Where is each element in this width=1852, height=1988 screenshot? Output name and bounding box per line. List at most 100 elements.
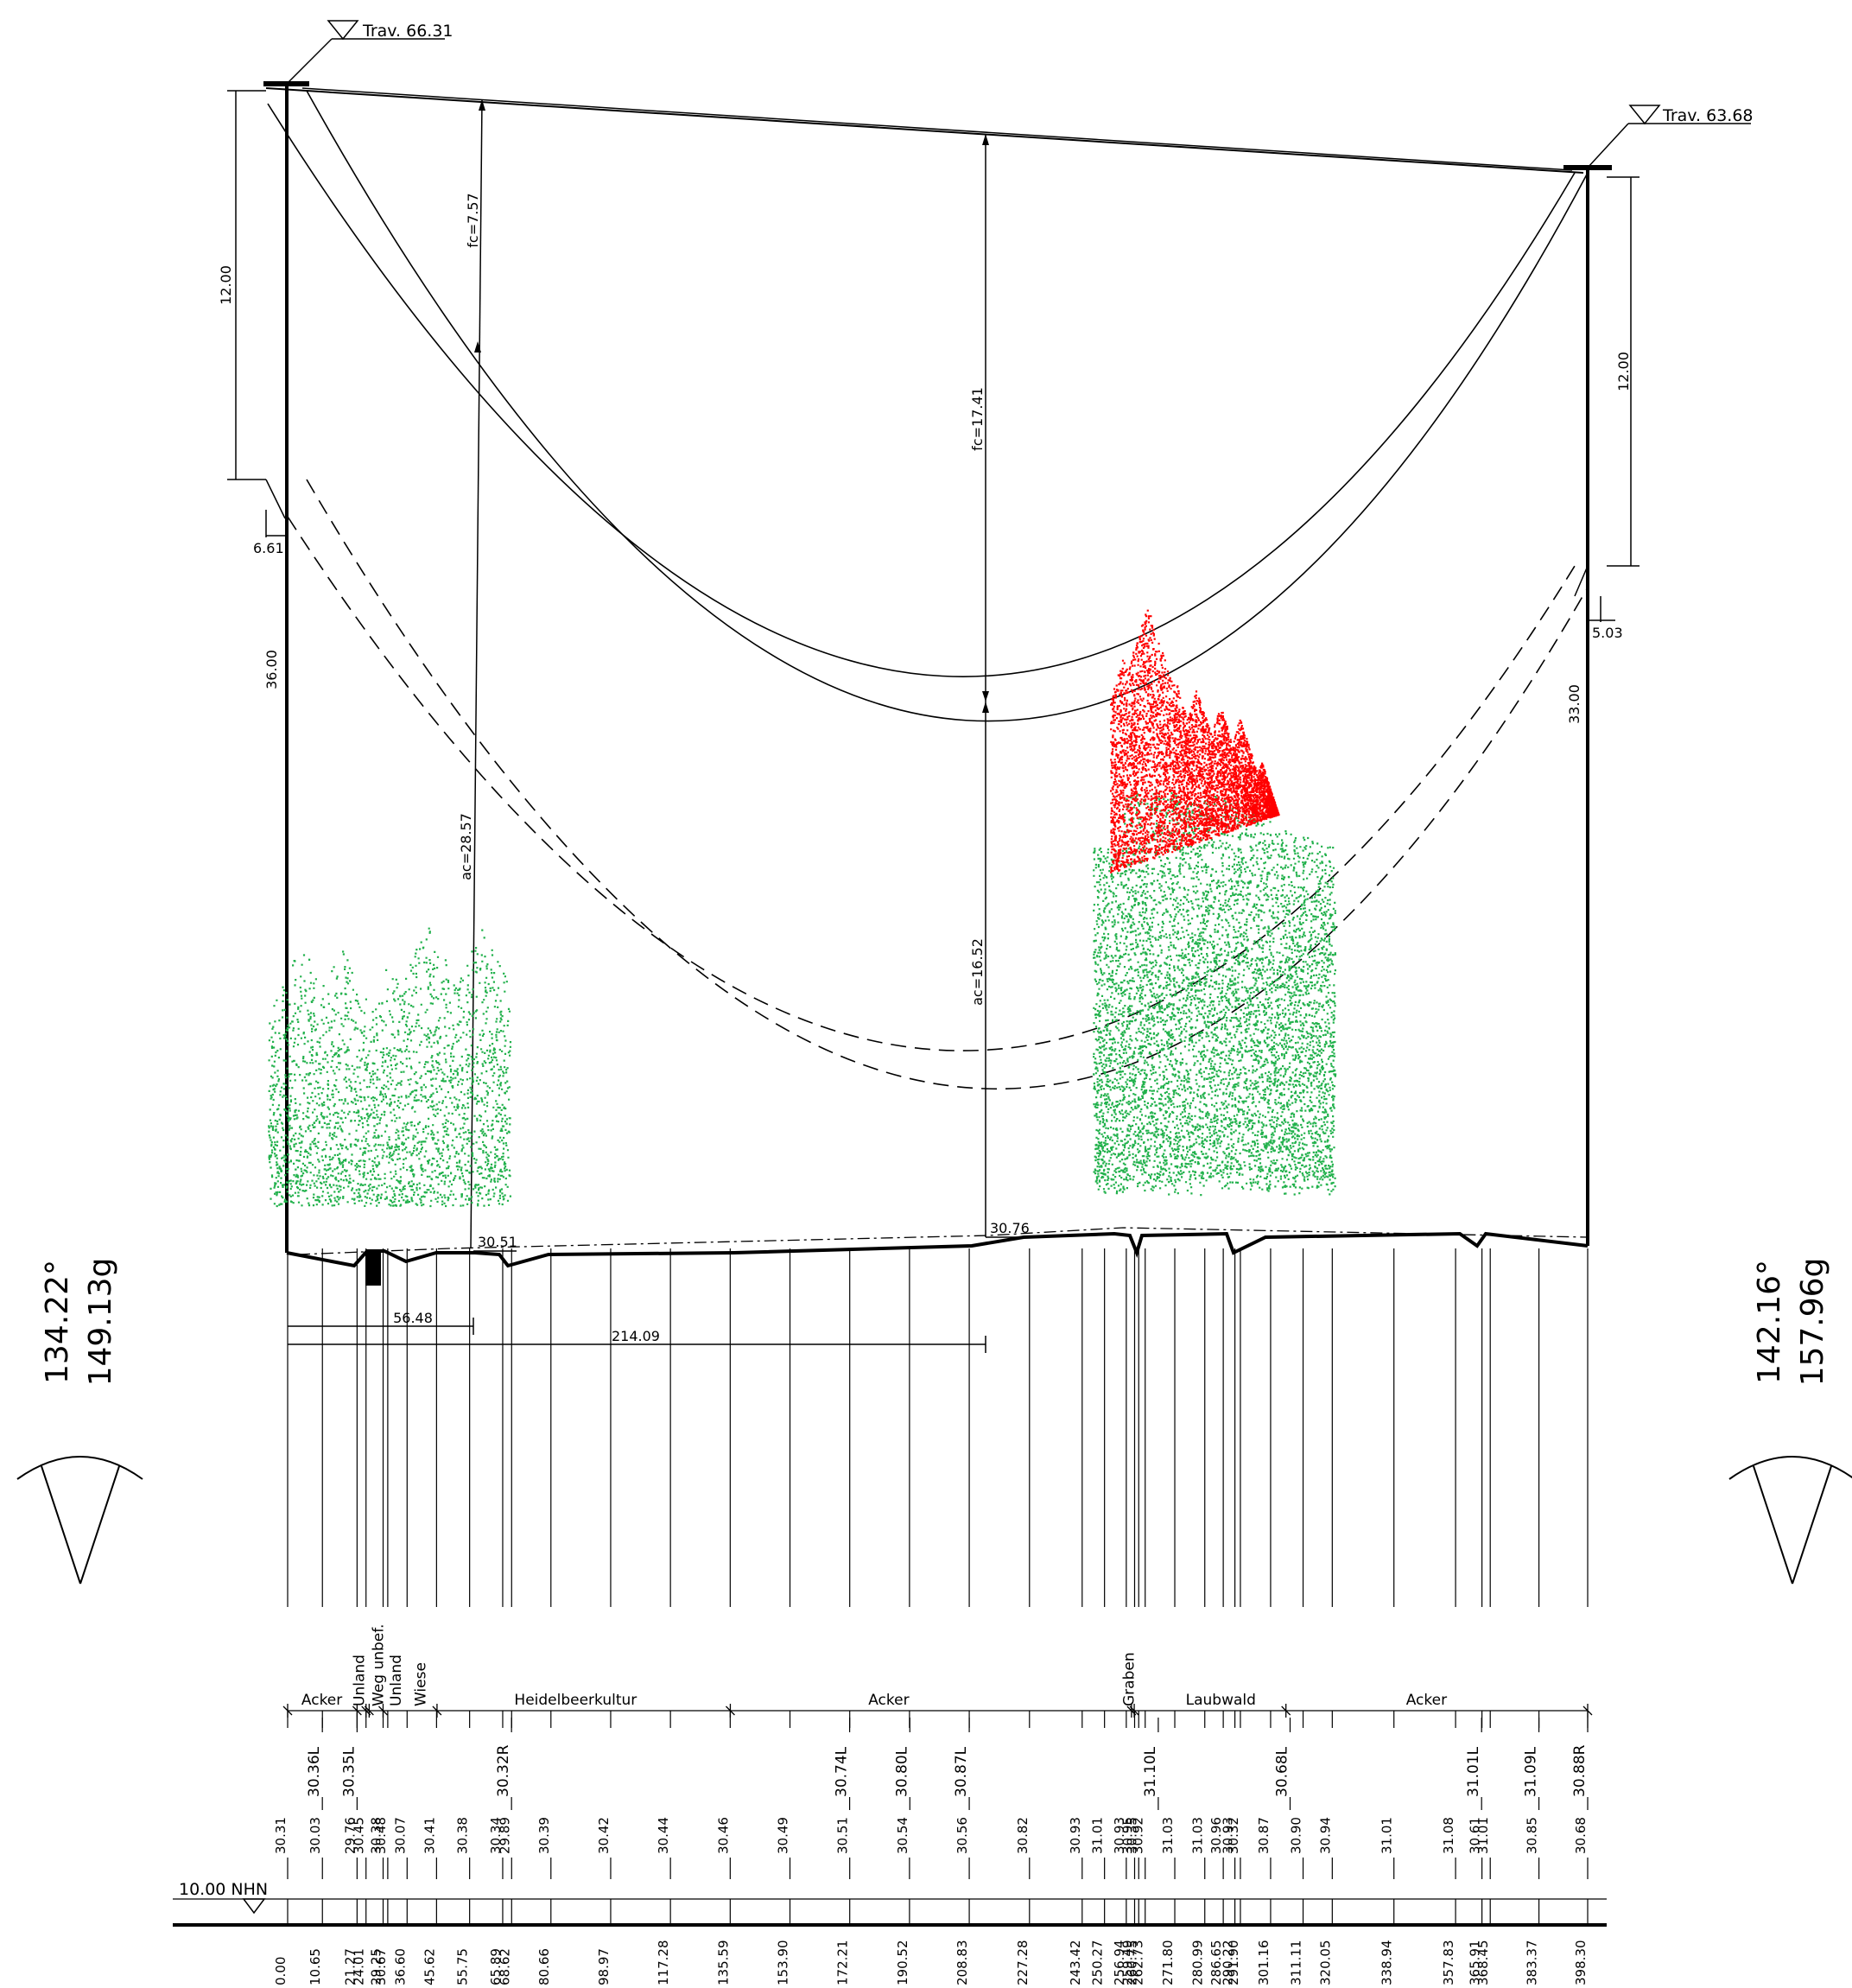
landuse-boundary-tick (725, 1704, 735, 1718)
station-distance: 357.83 (1441, 1940, 1456, 1986)
chord-line-upper (301, 87, 1573, 171)
station-distance: 0.00 (273, 1957, 289, 1985)
left-tower-label: Trav. 66.31 (362, 22, 453, 41)
dimension-arrows-icon (474, 99, 989, 713)
station-distance: 311.11 (1289, 1940, 1304, 1986)
dim-left-height: 36.00 (263, 650, 280, 689)
station-elevation: 30.44 (656, 1817, 671, 1854)
conductor-curve-upper (267, 103, 1576, 677)
station-distance: 65.89 (488, 1948, 504, 1985)
station-elevation: 31.01 (1379, 1817, 1395, 1854)
station-elevation: 30.34 (488, 1817, 504, 1854)
station-distance: 36.60 (392, 1948, 408, 1985)
crossing-angle-icon (1728, 1456, 1852, 1585)
crossing-label: 31.10L (1142, 1746, 1159, 1797)
crossing-band: 30.36L 30.35L 30.32R 30.74L 30.80L 30.87L 31.1… (306, 1718, 1589, 1810)
crossing-label: 30.87L (953, 1746, 970, 1797)
crossing-label: 30.68L (1274, 1746, 1291, 1797)
station-distance: 259.49 (1119, 1940, 1135, 1986)
vegetation-cloud-left (268, 927, 512, 1208)
station-elevation: 30.46 (715, 1817, 731, 1854)
station-distance: 21.27 (342, 1948, 358, 1985)
dim-dist-a: 56.48 (393, 1310, 433, 1326)
station-elevation: 30.49 (776, 1817, 791, 1854)
landuse-label: Acker (301, 1692, 342, 1709)
landuse-boundary-tick (432, 1704, 442, 1718)
crossing-label: 30.32R (495, 1744, 512, 1797)
station-elevation: 30.32 (1226, 1817, 1241, 1854)
station-elevation: 31.08 (1441, 1817, 1456, 1854)
station-elevation: 30.56 (955, 1817, 970, 1854)
vegetation-points (268, 927, 512, 1208)
landuse-label: Acker (1406, 1692, 1447, 1709)
landuse-boundary-tick (1281, 1704, 1291, 1718)
station-elevation: 30.61 (1468, 1817, 1483, 1854)
station-distance: 10.65 (308, 1948, 323, 1985)
station-elevation: 30.38 (369, 1817, 384, 1854)
landuse-boundary-tick (364, 1704, 374, 1718)
station-elevation: 30.54 (895, 1817, 910, 1854)
dim-fc-large: fc=17.41 (969, 387, 986, 451)
station-elevation: 30.90 (1289, 1817, 1304, 1854)
vegetation-conflict-cloud (1110, 609, 1280, 873)
station-distance: 256.94 (1112, 1940, 1127, 1986)
right-tower: Trav. 63.68 (1563, 105, 1754, 1246)
station-distance: 45.62 (422, 1948, 437, 1985)
dim-right-height: 33.00 (1566, 684, 1582, 724)
vegetation-cloud-right (1093, 790, 1337, 1197)
station-distance: 368.45 (1475, 1940, 1491, 1986)
station-distance: 208.83 (955, 1940, 970, 1986)
dim-left-offset: 6.61 (253, 540, 284, 556)
station-elevation: 31.03 (1160, 1817, 1176, 1854)
station-elevation: 29.76 (342, 1817, 358, 1854)
dim-ac-small: ac=28.57 (458, 813, 474, 880)
dim-fc-small: fc=7.57 (465, 193, 481, 247)
vegetation-points (1110, 609, 1280, 873)
station-elevation: 30.93 (1112, 1817, 1127, 1854)
station-distance: 320.05 (1317, 1940, 1333, 1986)
elevation-marker-icon (327, 20, 359, 41)
terrain-profile (286, 1231, 1589, 1268)
crossing-label: 30.80L (893, 1746, 910, 1797)
dim-dist-b: 214.09 (612, 1328, 660, 1344)
right-angle-gon: 157.96g (1795, 1258, 1830, 1387)
station-distance: 262.73 (1131, 1940, 1146, 1986)
station-distance: 338.94 (1379, 1940, 1395, 1986)
landuse-label: Laubwald (1186, 1692, 1256, 1709)
landuse-boundary-tick (1582, 1704, 1593, 1718)
station-elevation: 29.89 (497, 1817, 512, 1854)
station-distance: 271.80 (1160, 1940, 1176, 1986)
crossing-label: 31.01L (1465, 1746, 1482, 1797)
station-distance: 291.90 (1226, 1940, 1241, 1986)
left-tower: Trav. 66.31 (263, 20, 453, 1253)
station-elevation: 30.48 (373, 1817, 389, 1854)
station-elevation: 30.92 (1131, 1817, 1146, 1854)
station-elevation: 30.38 (455, 1817, 471, 1854)
landuse-label: Heidelbeerkultur (514, 1692, 637, 1709)
station-distance: 172.21 (835, 1940, 851, 1986)
crossing-label: 31.09L (1523, 1746, 1540, 1797)
left-angle-gon: 149.13g (83, 1258, 118, 1387)
station-elevation: 30.82 (1015, 1817, 1031, 1854)
landuse-label: Unland (352, 1655, 369, 1706)
station-elevation: 30.95 (1119, 1817, 1135, 1854)
station-elevation: 30.31 (273, 1817, 289, 1854)
dim-ground-b: 30.76 (990, 1220, 1030, 1236)
left-angle-deg: 134.22° (40, 1260, 75, 1384)
dim-ground-a: 30.51 (478, 1234, 517, 1250)
station-distance: 117.28 (656, 1940, 671, 1986)
station-distance: 68.62 (497, 1948, 512, 1985)
crossing-label: 30.36L (306, 1746, 323, 1797)
landuse-boundary-tick (282, 1704, 293, 1718)
station-elevation: 30.94 (1317, 1817, 1333, 1854)
station-elevation: 30.39 (536, 1817, 552, 1854)
station-elevation: 31.03 (1190, 1817, 1206, 1854)
station-elevation: 30.87 (1256, 1817, 1272, 1854)
station-elevation: 30.68 (1573, 1817, 1589, 1854)
landuse-label: Unland (388, 1655, 405, 1706)
station-elevation: 30.45 (352, 1817, 367, 1854)
station-distance: 55.75 (455, 1948, 471, 1985)
station-distance: 365.91 (1468, 1940, 1483, 1986)
